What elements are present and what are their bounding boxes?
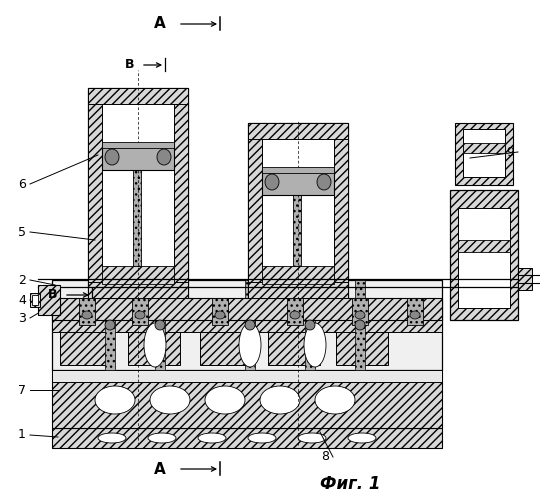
Text: А: А (154, 462, 166, 476)
Bar (88, 88, 188, 298)
Text: В: В (48, 288, 58, 302)
Ellipse shape (157, 149, 171, 165)
Bar (458, 208, 510, 308)
Bar (355, 280, 365, 370)
Bar (88, 88, 102, 298)
Ellipse shape (198, 433, 226, 443)
Bar (262, 167, 334, 173)
Text: А: А (154, 16, 166, 32)
Text: В: В (125, 58, 135, 71)
Bar (245, 280, 255, 370)
Ellipse shape (348, 433, 376, 443)
Bar (32, 295, 38, 305)
Ellipse shape (355, 311, 365, 319)
Bar (132, 298, 148, 325)
Bar (200, 325, 252, 365)
Text: 6: 6 (18, 178, 26, 190)
Ellipse shape (245, 320, 255, 330)
Bar (352, 298, 368, 325)
Bar (293, 195, 301, 266)
Ellipse shape (82, 311, 92, 319)
Ellipse shape (95, 386, 135, 414)
Ellipse shape (315, 386, 355, 414)
Bar (287, 298, 303, 325)
Bar (88, 282, 188, 298)
Ellipse shape (105, 149, 119, 165)
Ellipse shape (144, 323, 166, 367)
Bar (262, 169, 334, 195)
Ellipse shape (215, 311, 225, 319)
Bar (463, 129, 505, 177)
Ellipse shape (304, 323, 326, 367)
Bar (518, 268, 532, 290)
Bar (52, 370, 442, 428)
Ellipse shape (205, 386, 245, 414)
Bar (38, 285, 60, 315)
Ellipse shape (150, 386, 190, 414)
Bar (334, 123, 348, 298)
Bar (88, 88, 188, 104)
Ellipse shape (290, 311, 300, 319)
Bar (248, 123, 348, 298)
Bar (455, 123, 513, 185)
Ellipse shape (265, 174, 279, 190)
Text: 3: 3 (18, 312, 26, 324)
Text: 7: 7 (18, 384, 26, 396)
Bar (52, 370, 442, 382)
Bar (463, 143, 505, 153)
Text: 2: 2 (18, 274, 26, 286)
Bar (52, 320, 442, 332)
Ellipse shape (410, 311, 420, 319)
Ellipse shape (248, 433, 276, 443)
Bar (174, 88, 188, 298)
Bar (102, 266, 174, 284)
Bar (336, 325, 388, 365)
Bar (79, 298, 95, 325)
Ellipse shape (355, 320, 365, 330)
Bar (268, 325, 320, 365)
Ellipse shape (239, 323, 261, 367)
Ellipse shape (260, 386, 300, 414)
Bar (52, 280, 442, 370)
Bar (155, 280, 165, 370)
Bar (52, 298, 442, 320)
Bar (407, 298, 423, 325)
Ellipse shape (298, 433, 326, 443)
Ellipse shape (105, 320, 115, 330)
Bar (450, 190, 518, 320)
Bar (52, 428, 442, 448)
Text: 1: 1 (18, 428, 26, 442)
Text: 5: 5 (18, 226, 26, 238)
Bar (133, 170, 141, 266)
Bar (30, 293, 40, 307)
Text: 8: 8 (321, 450, 329, 464)
Ellipse shape (155, 320, 165, 330)
Bar (60, 325, 112, 365)
Ellipse shape (148, 433, 176, 443)
Bar (248, 282, 348, 298)
Bar (458, 240, 510, 252)
Bar (128, 325, 180, 365)
Text: Фиг. 1: Фиг. 1 (320, 475, 380, 493)
Bar (262, 266, 334, 284)
Bar (102, 144, 174, 170)
Bar (248, 123, 262, 298)
Ellipse shape (305, 320, 315, 330)
Ellipse shape (135, 311, 145, 319)
Bar (212, 298, 228, 325)
Bar (248, 123, 348, 139)
Bar (102, 142, 174, 148)
Text: 9: 9 (506, 146, 514, 158)
Ellipse shape (317, 174, 331, 190)
Bar (105, 280, 115, 370)
Bar (305, 280, 315, 370)
Ellipse shape (98, 433, 126, 443)
Text: 4: 4 (18, 294, 26, 306)
